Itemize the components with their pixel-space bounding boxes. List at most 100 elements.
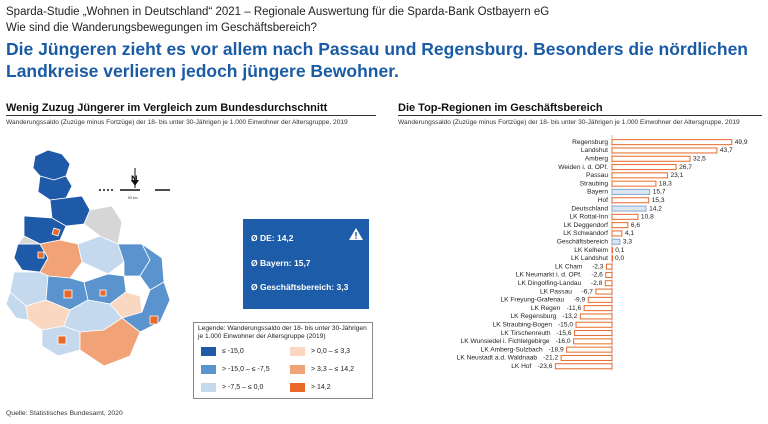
category-label: LK Landshut	[571, 255, 608, 262]
bar	[611, 164, 677, 171]
category-label: Weiden i. d. OPf.	[558, 164, 608, 171]
value-label: -16,0	[556, 338, 571, 345]
bar	[587, 296, 613, 303]
value-label: -2,3	[592, 263, 604, 270]
bar	[573, 338, 613, 345]
value-label: 15,3	[652, 197, 665, 204]
bar	[604, 280, 613, 287]
study-title: Sparda-Studie „Wohnen in Deutschland“ 20…	[6, 6, 550, 18]
district-rottal-inn	[79, 317, 141, 367]
district-hof	[32, 149, 71, 181]
bar	[575, 321, 613, 328]
value-label: -11,6	[567, 305, 582, 312]
category-label: LK Freyung-Grafenau	[500, 297, 564, 304]
scale-label: 50 km	[128, 196, 138, 200]
bar	[611, 230, 623, 237]
left-title-rule	[6, 115, 376, 116]
value-label: -9,9	[574, 297, 586, 304]
left-section-title: Wenig Zuzug Jüngerer im Vergleich zum Bu…	[6, 102, 328, 114]
bar	[611, 238, 621, 245]
bar	[611, 197, 650, 204]
district-landshut	[57, 335, 67, 345]
bar	[583, 305, 613, 312]
category-label: LK Neumarkt i. d. OPf.	[516, 272, 582, 279]
question-line: Wie sind die Wanderungsbewegungen im Ges…	[6, 22, 317, 34]
value-label: 0,0	[615, 255, 624, 262]
category-label: LK Straubing-Bogen	[493, 322, 553, 329]
category-label: Amberg	[585, 156, 608, 163]
stat-bayern: Ø Bayern: 15,7	[251, 258, 311, 268]
category-label: LK Deggendorf	[564, 222, 609, 229]
bar	[611, 188, 651, 195]
warning-icon	[349, 228, 363, 240]
district-wunsiedel	[37, 175, 73, 201]
legend-label: > -7,5 – ≤ 0,0	[222, 384, 264, 391]
bar	[611, 155, 691, 162]
bar	[605, 271, 613, 278]
district-extra-west	[5, 291, 29, 321]
value-label: 32,5	[693, 156, 706, 163]
bar	[595, 288, 613, 295]
bar	[611, 147, 718, 154]
category-label: Geschäftsbereich	[557, 239, 609, 246]
right-section-title: Die Top-Regionen im Geschäftsbereich	[398, 102, 603, 114]
district-regensburg	[63, 289, 73, 299]
district-weiden	[51, 227, 61, 237]
value-label: 26,7	[679, 164, 692, 171]
value-label: 4,1	[625, 230, 634, 237]
stats-box: Ø DE: 14,2 Ø Bayern: 15,7 Ø Geschäftsber…	[243, 219, 369, 309]
value-label: 23,1	[670, 172, 683, 179]
district-passau	[149, 315, 159, 325]
category-label: Straubing	[580, 180, 609, 187]
value-label: -13,2	[562, 313, 577, 320]
north-arrow-icon	[131, 168, 139, 188]
legend-swatch	[201, 383, 216, 392]
legend-label: > 14,2	[311, 384, 331, 391]
category-label: LK Tirschenreuth	[501, 330, 551, 337]
value-label: 3,3	[623, 239, 632, 246]
legend-swatch	[290, 347, 305, 356]
category-label: LK Hof	[511, 363, 531, 370]
bar	[611, 222, 629, 229]
value-label: 0,1	[615, 247, 624, 254]
map-legend: Legende: Wanderungssaldo der 18- bis unt…	[193, 322, 373, 399]
bar	[574, 330, 613, 337]
value-label: -2,6	[591, 272, 603, 279]
category-label: LK Neustadt a.d. Waldnaab	[457, 355, 538, 362]
bar	[611, 205, 647, 212]
category-label: Deutschland	[571, 205, 608, 212]
category-label: Hof	[598, 197, 608, 204]
category-label: Regensburg	[572, 139, 608, 146]
legend-swatch	[290, 383, 305, 392]
value-label: -18,9	[549, 346, 564, 353]
category-label: LK Amberg-Sulzbach	[481, 346, 543, 353]
value-label: -6,7	[582, 288, 594, 295]
legend-title: Legende: Wanderungssaldo der 18- bis unt…	[198, 325, 367, 340]
bar	[579, 313, 613, 320]
bar	[611, 180, 657, 187]
category-label: LK Cham	[555, 263, 583, 270]
stat-de: Ø DE: 14,2	[251, 233, 294, 243]
top-regions-bar-chart: Regensburg 49,9 Landshut 43,7 Amberg 32,5 Weid…	[457, 135, 748, 371]
stat-geschaeftsbereich: Ø Geschäftsbereich: 3,3	[251, 282, 349, 292]
legend-label: ≤ -15,0	[222, 348, 244, 355]
category-label: LK Rottal-Inn	[570, 214, 609, 221]
bar	[605, 263, 613, 270]
legend-swatch	[201, 365, 216, 374]
bar	[566, 346, 613, 353]
right-title-rule	[398, 115, 762, 116]
district-straubing	[99, 289, 107, 297]
right-subtitle: Wanderungssaldo (Zuzüge minus Fortzüge) …	[398, 119, 740, 126]
category-label: LK Regensburg	[510, 313, 556, 320]
map-districts	[5, 149, 171, 367]
district-amberg	[37, 251, 45, 259]
value-label: -15,6	[557, 330, 572, 337]
value-label: 14,2	[649, 205, 662, 212]
bar	[611, 213, 639, 220]
category-label: LK Schwandorf	[563, 230, 608, 237]
north-label: N	[131, 174, 138, 184]
category-label: LK Regen	[531, 305, 561, 312]
legend-label: > 3,3 – ≤ 14,2	[311, 366, 354, 373]
legend-label: > -15,0 – ≤ -7,5	[222, 366, 270, 373]
